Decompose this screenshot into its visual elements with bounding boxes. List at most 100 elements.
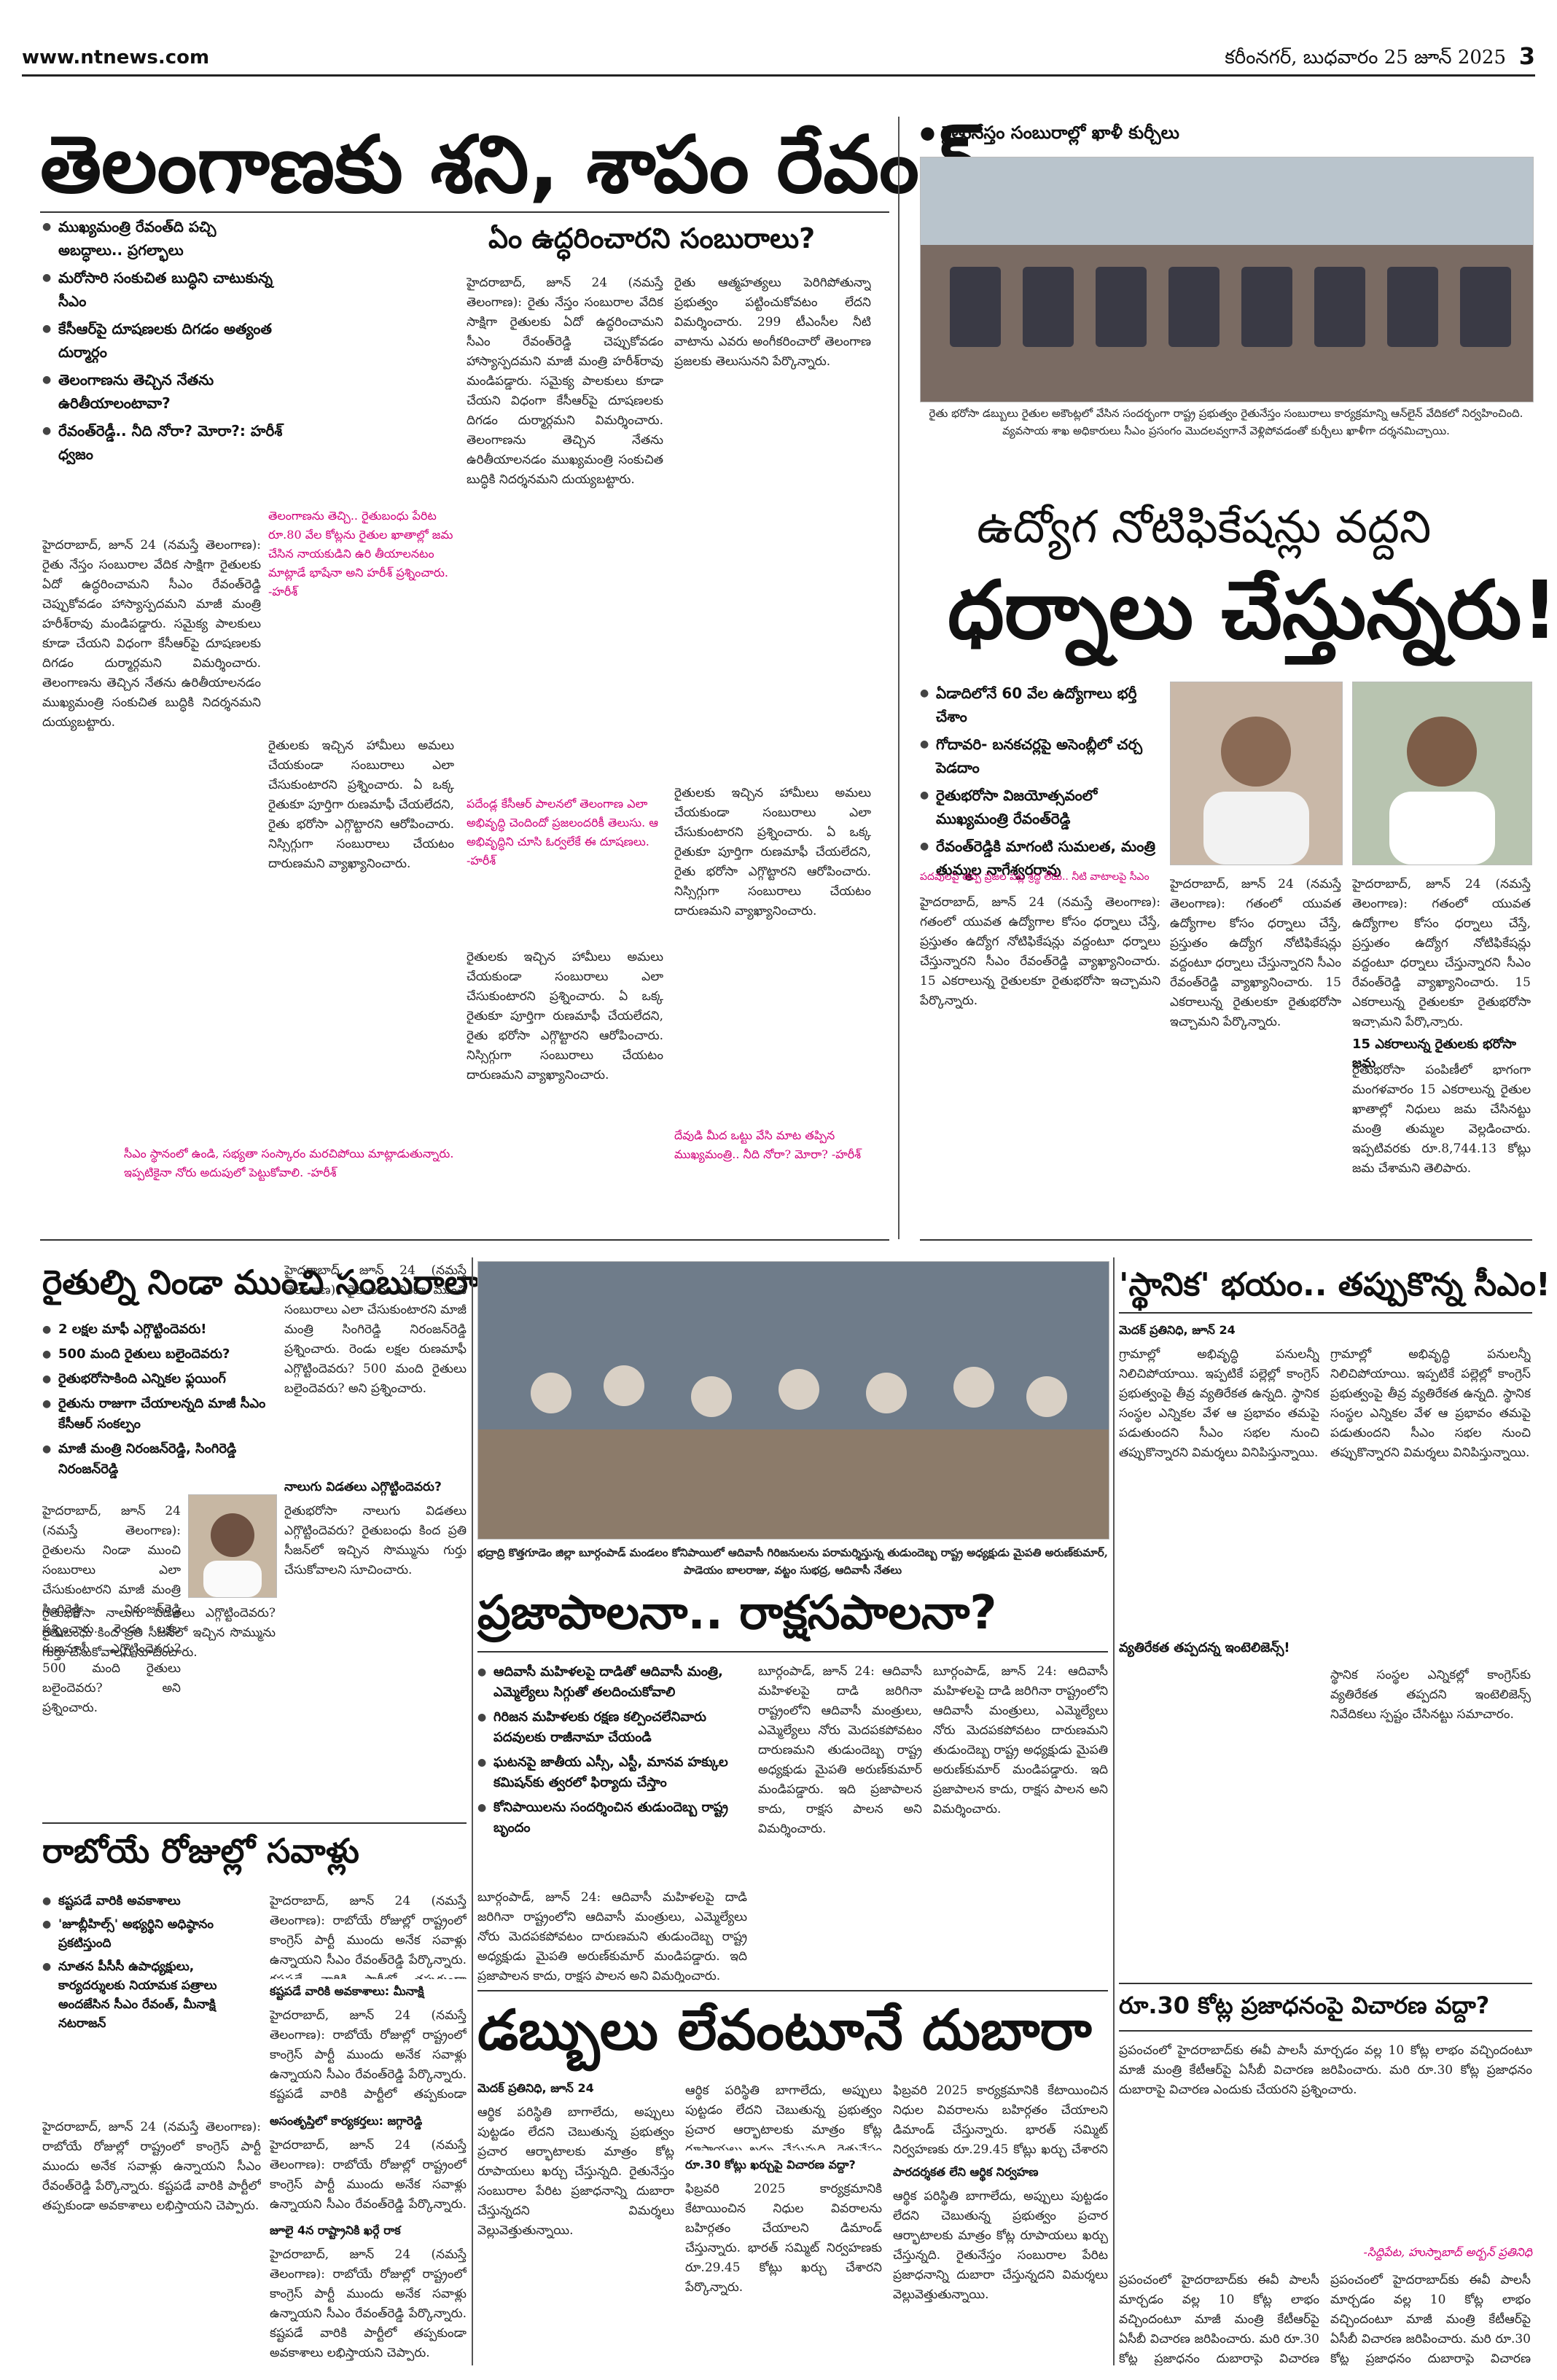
lead-body-col-3: హైదరాబాద్, జూన్ 24 (నమస్తే తెలంగాణ): రైత…	[467, 276, 663, 487]
raboye-bullet: 'జూబ్లీహిల్స్' అభ్యర్థిని అధిష్ఠానం ప్రక…	[42, 1915, 261, 1953]
dabbulu-headline: డబ్బులు లేవంటూనే దుబారా	[477, 1997, 1092, 2062]
raitulu-body-col-1b: రైతుభరోసా నాలుగు విడతలు ఎగ్గొట్టిందెవరు?…	[42, 1606, 276, 1660]
raitulu-body-col-2: హైదరాబాద్, జూన్ 24 (నమస్తే తెలంగాణ): రైత…	[284, 1263, 467, 1396]
raitulu-body-col-2b: రైతుభరోసా నాలుగు విడతలు ఎగ్గొట్టిందెవరు?…	[284, 1504, 467, 1577]
sthanika-byline: మెదక్ ప్రతినిధి, జూన్ 24	[1119, 1323, 1236, 1337]
sthanika-bottom-rule	[1119, 1983, 1532, 1984]
raitulu-subhead: నాలుగు విడతలు ఎగ్గొట్టిందెవరు?	[284, 1480, 442, 1494]
praja-bullet: ఆదివాసీ మహిళలపై దాడితో ఆదివాసీ మంత్రి, ఎ…	[477, 1662, 747, 1703]
tribal-meeting-caption: భద్రాద్రి కొత్తగూడెం జిల్లా బూర్గంపాడ్ మ…	[477, 1546, 1108, 1577]
site-url[interactable]: www.ntnews.com	[22, 47, 210, 69]
minister-portrait	[1353, 682, 1531, 865]
notif-bullet: రైతుభరోసా విజయోత్సవంలో ముఖ్యమంత్రి రేవంత…	[920, 784, 1160, 830]
praja-body-col-1: బూర్గంపాడ్, జూన్ 24: ఆదివాసీ మహిళలపై దాడ…	[477, 1890, 747, 1983]
notif-bullet: రేవంత్‌రెడ్డికి మాగంటి సుమలత, మంత్రి తుమ…	[920, 835, 1160, 881]
lead-pink-note-3: సీఎం స్థానంలో ఉండి, సభ్యతా సంస్కారం మరచి…	[124, 1147, 454, 1179]
vicharana-body: ప్రపంచంలో హైదరాబాద్‌కు ఈవీ పాలసీ మార్చడం…	[1119, 2043, 1532, 2097]
raboye-body-col-2b: హైదరాబాద్, జూన్ 24 (నమస్తే తెలంగాణ): రాబ…	[270, 2008, 467, 2108]
raboye-bullets: కష్టపడే వారికి అవకాశాలు 'జూబ్లీహిల్స్' అ…	[42, 1892, 261, 2037]
raitulu-bullet: 500 మంది రైతులు బలైందెవరు?	[42, 1344, 276, 1365]
notif-body-col-1: హైదరాబాద్, జూన్ 24 (నమస్తే తెలంగాణ): గతం…	[920, 895, 1160, 1008]
raitulu-headline: రైతుల్ని నిండా ముంచి సంబురాలా?	[42, 1263, 499, 1302]
raboye-subhead-1: కష్టపడే వారికి అవకాశాలు: మీనాక్షి	[270, 1984, 424, 1998]
lead-pink-note-4: దేవుడి మీద ఒట్టు వేసి మాట తప్పిన ముఖ్యమం…	[674, 1128, 862, 1161]
lead-bottom-rule	[40, 1239, 889, 1241]
raitulu-bullets: 2 లక్షల మాఫీ ఎగ్గొట్టిందెవరు! 500 మంది ర…	[42, 1319, 276, 1484]
sthanika-headline: 'స్థానిక' భయం.. తప్పుకొన్న సీఎం!	[1119, 1266, 1550, 1303]
lead-bullets: ముఖ్యమంత్రి రేవంత్‌ది పచ్చి అబద్ధాలు.. ప…	[42, 215, 283, 470]
notif-subhead: 15 ఎకరాలున్న రైతులకు భరోసా జమ	[1352, 1037, 1516, 1071]
raitulu-bullet: రైతును రాజుగా చేయాలన్నది మాజీ సీఎం కేసీఆ…	[42, 1394, 276, 1435]
dabbulu-body-col-2: ఆర్థిక పరిస్థితి బాగాలేదు, అప్పులు పుట్ట…	[685, 2083, 882, 2150]
praja-bullets: ఆదివాసీ మహిళలపై దాడితో ఆదివాసీ మంత్రి, ఎ…	[477, 1662, 747, 1843]
cm-photo	[1170, 682, 1343, 865]
lead-body-col-2: రైతులకు ఇచ్చిన హామీలు అమలు చేయకుండా సంబు…	[268, 738, 454, 871]
lead-subheadline: ఏం ఉద్ధరించారని సంబురాలు?	[488, 222, 816, 254]
right-top-tag: ● రైతునేస్తం సంబురాల్లో ఖాళీ కుర్చీలు	[920, 122, 1179, 147]
sthanika-body-col-2: గ్రామాల్లో అభివృద్ధి పనులన్నీ నిలిచిపోయా…	[1330, 1347, 1531, 1460]
praja-bullet: ఘటనపై జాతీయ ఎస్సీ, ఎస్టీ, మానవ హక్కుల కమ…	[477, 1752, 747, 1793]
right-top-bottom-rule	[920, 1239, 1532, 1241]
lead-body-col-3b: రైతులకు ఇచ్చిన హామీలు అమలు చేయకుండా సంబు…	[467, 950, 663, 1082]
lead-pink-note-1: తెలంగాణను తెచ్చి.. రైతుబంధు పేరిట రూ.80 …	[268, 509, 453, 598]
notif-bullet: గోదావరి- బనకచర్లపై అసెంబ్లీలో చర్చ పెడదా…	[920, 733, 1160, 779]
praja-bullet: గిరిజన మహిళలకు రక్షణ కల్పించలేనివారు పదవ…	[477, 1707, 747, 1748]
lower-divider-left	[472, 1257, 473, 2365]
lead-body-col-4b: రైతులకు ఇచ్చిన హామీలు అమలు చేయకుండా సంబు…	[674, 786, 871, 918]
tribal-meeting-photo	[477, 1261, 1109, 1540]
dabbulu-byline: మెదక్ ప్రతినిధి, జూన్ 24	[477, 2081, 594, 2095]
raboye-subhead-3: జూలై 4న రాష్ట్రానికి ఖర్గే రాక	[270, 2223, 401, 2237]
niranjan-photo	[188, 1494, 277, 1598]
raitulu-body-col-1: హైదరాబాద్, జూన్ 24 (నమస్తే తెలంగాణ): రైత…	[42, 1504, 181, 1715]
notif-bullet: ఏడాదిలోనే 60 వేల ఉద్యోగాలు భర్తీ చేశాం	[920, 682, 1160, 728]
raitulu-bullet: మాజీ మంత్రి నిరంజన్‌రెడ్డి, సింగిరెడ్డి …	[42, 1439, 276, 1480]
raboye-body-col-2: హైదరాబాద్, జూన్ 24 (నమస్తే తెలంగాణ): రాబ…	[270, 1894, 467, 1979]
notif-pink-note: పదవులపై తప్ప ప్రజల పట్ల శ్రద్ధ లేదు.. నీ…	[920, 871, 1150, 883]
praja-headline-rule	[477, 1651, 1108, 1653]
dabbulu-body-col-1: ఆర్థిక పరిస్థితి బాగాలేదు, అప్పులు పుట్ట…	[477, 2105, 674, 2238]
dateline: కరీంనగర్, బుధవారం 25 జూన్ 2025	[1225, 47, 1506, 69]
praja-bullet: కోనిపాయిలను సందర్శించిన తుడుందెబ్బ రాష్ట…	[477, 1798, 747, 1838]
notif-bullets: ఏడాదిలోనే 60 వేల ఉద్యోగాలు భర్తీ చేశాం గ…	[920, 682, 1160, 886]
vicharana-body-col-1b: ప్రపంచంలో హైదరాబాద్‌కు ఈవీ పాలసీ మార్చడం…	[1119, 2273, 1319, 2365]
cm-portrait	[1171, 682, 1342, 865]
praja-headline: ప్రజాపాలనా.. రాక్షసపాలనా?	[477, 1586, 997, 1640]
dabbulu-subhead-1: రూ.30 కోట్లు ఖర్చుపై విచారణ వద్దా?	[685, 2158, 856, 2172]
praja-bottom-rule	[477, 1990, 1108, 1991]
sthanika-rule	[1119, 1312, 1532, 1314]
raboye-bullet: నూతన పీసీసీ ఉపాధ్యక్షులు, కార్యదర్శులకు …	[42, 1957, 261, 2033]
raitulu-bullet: 2 లక్షల మాఫీ ఎగ్గొట్టిందెవరు!	[42, 1319, 276, 1340]
minister-photo	[1352, 682, 1532, 865]
dabbulu-subhead-2: పారదర్శకత లేని ఆర్థిక నిర్వహణ	[893, 2165, 1039, 2179]
lead-bullet: మరోసారి సంకుచిత బుద్ధిని చాటుకున్న సీఎం	[42, 266, 283, 313]
empty-chairs-photo	[920, 157, 1534, 402]
sthanika-body-col-1: గ్రామాల్లో అభివృద్ధి పనులన్నీ నిలిచిపోయా…	[1119, 1347, 1319, 1460]
lead-bullet: ముఖ్యమంత్రి రేవంత్‌ది పచ్చి అబద్ధాలు.. ప…	[42, 215, 283, 262]
chairs-illustration	[921, 157, 1533, 402]
notif-headline-small: ఉద్యోగ నోటిఫికేషన్లు వద్దని	[977, 500, 1432, 553]
raboye-headline: రాబోయే రోజుల్లో సవాళ్లు	[42, 1831, 359, 1870]
lead-pink-note-2: పదేండ్ల కేసీఆర్ పాలనలో తెలంగాణ ఎలా అభివృ…	[467, 797, 659, 867]
lead-bullet: తెలంగాణను తెచ్చిన నేతను ఉరితీయాలంటావా?	[42, 368, 283, 415]
notif-body-col-2: హైదరాబాద్, జూన్ 24 (నమస్తే తెలంగాణ): గతం…	[1170, 877, 1341, 1029]
sthanika-body-col-2b: స్థానిక సంస్థల ఎన్నికల్లో కాంగ్రెస్‌కు వ…	[1330, 1668, 1531, 1722]
vicharana-headline: రూ.30 కోట్ల ప్రజాధనంపై విచారణ వద్దా?	[1119, 1991, 1490, 2019]
praja-body-col-2: బూర్గంపాడ్, జూన్ 24: ఆదివాసీ మహిళలపై దాడ…	[758, 1664, 922, 1836]
meeting-illustration	[478, 1262, 1109, 1539]
praja-body-col-3: బూర్గంపాడ్, జూన్ 24: ఆదివాసీ మహిళలపై దాడ…	[933, 1664, 1108, 1817]
lead-body-col-1: హైదరాబాద్, జూన్ 24 (నమస్తే తెలంగాణ): రైత…	[42, 538, 261, 730]
tag-bullet-icon: ●	[920, 122, 942, 143]
vicharana-body-col-2b: ప్రపంచంలో హైదరాబాద్‌కు ఈవీ పాలసీ మార్చడం…	[1330, 2273, 1531, 2365]
raboye-body-col-1: హైదరాబాద్, జూన్ 24 (నమస్తే తెలంగాణ): రాబ…	[42, 2120, 261, 2213]
niranjan-portrait	[189, 1495, 276, 1597]
lead-body-col-4: రైతు ఆత్మహత్యలు పెరిగిపోతున్నా ప్రభుత్వం…	[674, 276, 871, 369]
notif-headline-big: ధర్నాలు చేస్తున్నరు!	[948, 563, 1557, 657]
dabbulu-body-col-2b: ఫిబ్రవరి 2025 కార్యక్రమానికి కేటాయించిన …	[685, 2182, 882, 2295]
vicharana-credit: -సిద్దిపేట, హుస్నాబాద్ అర్బన్ ప్రతినిధి	[1363, 2245, 1532, 2259]
dabbulu-body-col-3: ఫిబ్రవరి 2025 కార్యక్రమానికి కేటాయించిన …	[893, 2083, 1108, 2157]
raboye-bullet: కష్టపడే వారికి అవకాశాలు	[42, 1892, 261, 1911]
vicharana-rule	[1119, 2030, 1532, 2032]
raitulu-bullet: రైతుభరోసాకింది ఎన్నికల ఫ్లయింగ్	[42, 1369, 276, 1389]
dabbulu-body-col-3b: ఆర్థిక పరిస్థితి బాగాలేదు, అప్పులు పుట్ట…	[893, 2189, 1108, 2302]
lead-headline-underline	[40, 211, 889, 213]
